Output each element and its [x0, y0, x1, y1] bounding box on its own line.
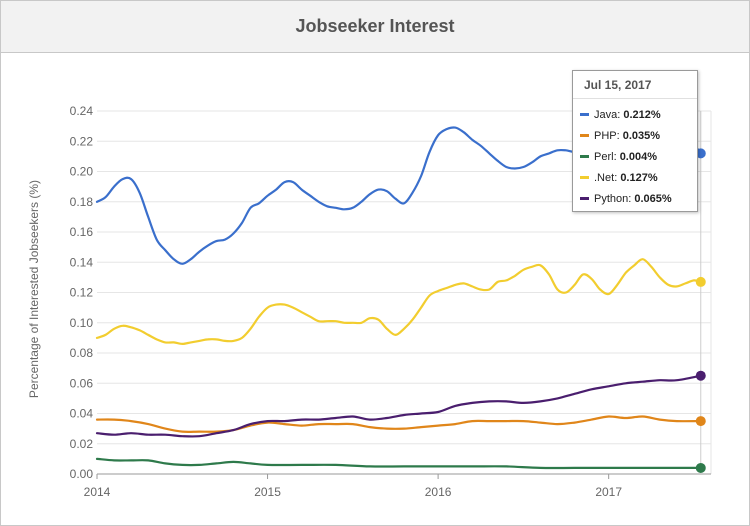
- series-line-php[interactable]: [95, 415, 702, 433]
- panel-header: Jobseeker Interest: [1, 1, 749, 53]
- tooltip-separator: :: [614, 172, 621, 184]
- tooltip-series-name: Java: [594, 109, 618, 121]
- tooltip-series-name: Python: [594, 193, 629, 205]
- series-line-python[interactable]: [95, 374, 702, 438]
- hover-markers: [695, 148, 706, 473]
- y-tick-label: 0.20: [70, 165, 94, 179]
- tooltip-swatch: [580, 112, 589, 116]
- tooltip-series-name: PHP: [594, 130, 617, 142]
- y-tick-label: 0.06: [70, 376, 94, 390]
- y-tick-label: 0.04: [70, 407, 94, 421]
- series-marker-perl: [695, 462, 706, 473]
- series-line-net[interactable]: [95, 258, 702, 345]
- tooltip-separator: :: [613, 151, 620, 163]
- tooltip-row: Perl: 0.004%: [580, 151, 657, 165]
- series-marker-java: [695, 148, 706, 159]
- tooltip-date: Jul 15, 2017: [584, 78, 652, 92]
- y-tick-label: 0.16: [70, 225, 94, 239]
- x-tick-label: 2017: [595, 485, 622, 499]
- y-axis-label: Percentage of Interested Jobseekers (%): [27, 180, 41, 398]
- y-tick-label: 0.14: [70, 255, 94, 269]
- tooltip-series-value: 0.212%: [623, 109, 661, 121]
- y-tick-label: 0.24: [70, 104, 94, 118]
- y-tick-label: 0.12: [70, 286, 94, 300]
- y-tick-label: 0.10: [70, 316, 94, 330]
- x-tick-label: 2015: [254, 485, 281, 499]
- tooltip-series-value: 0.004%: [619, 151, 657, 163]
- x-tick-label: 2014: [84, 485, 111, 499]
- series-marker-net: [695, 276, 706, 287]
- hover-tooltip: Jul 15, 2017 Java: 0.212% PHP: 0.035% Perl…: [572, 70, 698, 212]
- tooltip-separator: :: [617, 109, 624, 121]
- y-tick-label: 0.18: [70, 195, 94, 209]
- tooltip-series-value: 0.065%: [634, 193, 672, 205]
- tooltip-swatch: [580, 133, 589, 137]
- tooltip-swatch: [580, 154, 589, 158]
- tooltip-row: Java: 0.212%: [580, 109, 661, 123]
- tooltip-swatch: [580, 175, 589, 179]
- chart-title: Jobseeker Interest: [295, 16, 455, 36]
- tooltip-separator: :: [628, 193, 635, 205]
- tooltip-row: PHP: 0.035%: [580, 130, 660, 144]
- series-marker-python: [695, 370, 706, 381]
- x-tick-label: 2016: [425, 485, 452, 499]
- series-marker-php: [695, 416, 706, 427]
- y-tick-label: 0.02: [70, 437, 94, 451]
- y-tick-label: 0.00: [70, 467, 94, 481]
- tooltip-swatch: [580, 196, 589, 200]
- y-axis: 0.00 0.02 0.04 0.06 0.08 0.10 0.12 0.14 0.16 0.18…: [70, 104, 94, 481]
- tooltip-series-value: 0.127%: [620, 172, 658, 184]
- y-tick-label: 0.22: [70, 134, 94, 148]
- y-tick-label: 0.08: [70, 346, 94, 360]
- tooltip-divider: [573, 98, 697, 99]
- tooltip-series-name: Perl: [594, 151, 614, 163]
- tooltip-series-name: .Net: [594, 172, 615, 184]
- x-axis: 2014 2015 2016 2017: [84, 473, 711, 499]
- tooltip-row: Python: 0.065%: [580, 193, 672, 207]
- series-line-perl[interactable]: [95, 457, 702, 470]
- tooltip-series-value: 0.035%: [622, 130, 661, 142]
- tooltip-row: .Net: 0.127%: [580, 172, 658, 186]
- tooltip-separator: :: [616, 130, 623, 142]
